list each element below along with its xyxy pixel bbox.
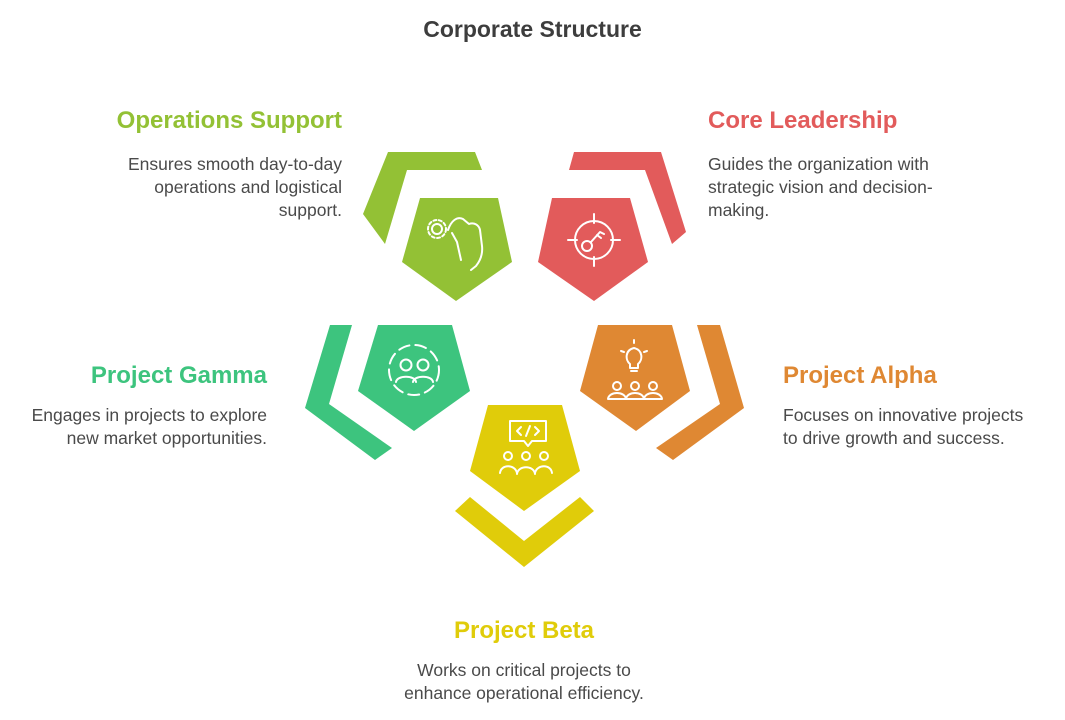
gamma-desc-line: Engages in projects to explore [31, 405, 267, 425]
core-desc-line: Guides the organization with [708, 154, 929, 174]
operations-desc-line: operations and logistical [154, 177, 342, 197]
operations-outer-band [363, 152, 482, 244]
diagram-title: Corporate Structure [423, 16, 642, 42]
target-key-icon [567, 213, 621, 267]
alpha-pentagon [580, 325, 690, 431]
core-pentagon [538, 198, 648, 301]
alpha-desc-line: to drive growth and success. [783, 428, 1005, 448]
alpha-desc-line: Focuses on innovative projects [783, 405, 1024, 425]
beta-outer-band [455, 497, 594, 567]
operations-desc-line: Ensures smooth day-to-day [128, 154, 342, 174]
operations-pentagon [402, 198, 512, 301]
alpha-description: Focuses on innovative projects to drive … [783, 404, 1058, 450]
gamma-desc-line: new market opportunities. [66, 428, 267, 448]
core-leadership-title: Core Leadership [708, 107, 898, 134]
alpha-title: Project Alpha [783, 362, 937, 389]
operations-desc-line: support. [278, 200, 342, 220]
core-desc-line: strategic vision and decision- [708, 177, 933, 197]
beta-description: Works on critical projects to enhance op… [374, 659, 674, 705]
beta-desc-line: enhance operational efficiency. [404, 683, 644, 703]
gear-hand-icon [427, 217, 484, 271]
alpha-outer-band [656, 325, 744, 460]
code-team-icon [499, 420, 553, 475]
operations-description: Ensures smooth day-to-day operations and… [40, 153, 342, 222]
core-outer-band [569, 152, 686, 244]
beta-title: Project Beta [453, 617, 595, 644]
core-desc-line: making. [708, 200, 770, 220]
operations-title: Operations Support [116, 107, 342, 134]
beta-desc-line: Works on critical projects to [417, 660, 631, 680]
core-leadership-description: Guides the organization with strategic v… [708, 153, 1028, 222]
gamma-outer-band [305, 325, 392, 460]
gamma-description: Engages in projects to explore new marke… [10, 404, 267, 450]
beta-pentagon [470, 405, 580, 511]
idea-team-icon [607, 339, 663, 400]
team-circle-icon [388, 344, 440, 396]
gamma-title: Project Gamma [90, 362, 267, 389]
